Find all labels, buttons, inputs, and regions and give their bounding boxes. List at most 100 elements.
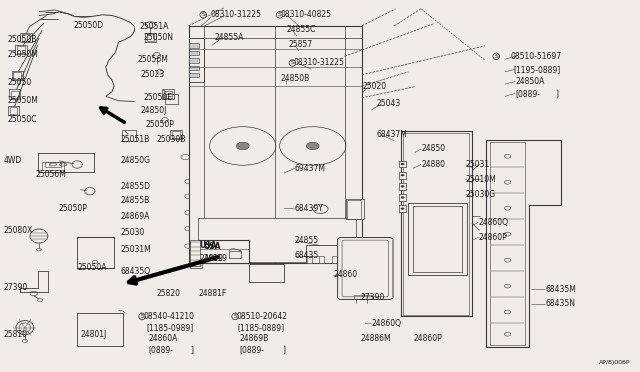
Bar xyxy=(189,58,200,62)
Text: 25051A: 25051A xyxy=(140,22,169,31)
Bar xyxy=(9,89,20,99)
Text: 27390: 27390 xyxy=(360,293,385,302)
Bar xyxy=(249,264,284,282)
Text: [0889-: [0889- xyxy=(239,345,264,354)
Text: 25050: 25050 xyxy=(7,78,31,87)
Bar xyxy=(228,251,241,258)
Polygon shape xyxy=(486,140,561,347)
Bar xyxy=(189,26,362,263)
Bar xyxy=(145,33,156,42)
Text: 68435N: 68435N xyxy=(545,299,575,308)
Bar xyxy=(399,183,406,190)
Text: 25050B: 25050B xyxy=(7,35,36,44)
Bar xyxy=(45,162,61,167)
Text: 24855: 24855 xyxy=(295,236,319,246)
Text: 24850J: 24850J xyxy=(141,106,167,115)
Text: 68439Y: 68439Y xyxy=(295,205,324,214)
Text: 24869A: 24869A xyxy=(120,212,150,221)
Text: 25050C: 25050C xyxy=(7,115,36,124)
Text: 25031: 25031 xyxy=(466,160,490,169)
Text: 24850G: 24850G xyxy=(120,155,150,164)
Text: 25030: 25030 xyxy=(120,228,145,237)
Bar xyxy=(189,38,205,82)
Bar xyxy=(332,256,337,263)
Text: 24869B: 24869B xyxy=(239,334,269,343)
Text: S: S xyxy=(233,314,237,319)
Text: 24819: 24819 xyxy=(200,254,223,263)
Text: 68435Q: 68435Q xyxy=(120,267,150,276)
Bar xyxy=(163,89,174,99)
Text: 24860P: 24860P xyxy=(413,334,442,343)
FancyBboxPatch shape xyxy=(342,240,388,297)
Text: 24881F: 24881F xyxy=(198,289,227,298)
Bar xyxy=(307,245,362,263)
Bar xyxy=(347,200,361,219)
Bar xyxy=(11,90,19,97)
Text: 24801J: 24801J xyxy=(80,330,106,339)
Text: AP/8)006P: AP/8)006P xyxy=(599,360,631,365)
Text: 25020: 25020 xyxy=(362,82,387,91)
Bar xyxy=(147,34,154,41)
Bar xyxy=(403,133,469,315)
Bar xyxy=(10,107,17,114)
Text: 24850A: 24850A xyxy=(515,77,545,86)
Text: S: S xyxy=(140,314,144,319)
Text: 25043: 25043 xyxy=(376,99,401,108)
Bar xyxy=(189,51,200,55)
Text: 68435M: 68435M xyxy=(545,285,576,294)
Text: 24860A: 24860A xyxy=(148,334,178,343)
Text: [1195-0889]: [1195-0889] xyxy=(513,65,561,74)
Text: 25050D: 25050D xyxy=(74,21,104,30)
Text: 24860Q: 24860Q xyxy=(371,320,401,328)
Bar xyxy=(12,71,23,80)
Bar xyxy=(191,240,200,266)
Text: 25010M: 25010M xyxy=(466,175,497,184)
Bar xyxy=(408,203,467,275)
Text: 25820: 25820 xyxy=(157,289,180,298)
Text: 25023: 25023 xyxy=(141,70,165,79)
Text: 25050E: 25050E xyxy=(144,93,173,102)
Bar xyxy=(356,256,361,263)
Text: 24855D: 24855D xyxy=(120,182,150,190)
Text: 25031M: 25031M xyxy=(120,244,151,253)
Bar xyxy=(191,241,202,267)
Text: S: S xyxy=(494,54,498,59)
Text: 24855C: 24855C xyxy=(286,25,316,34)
Circle shape xyxy=(236,142,249,150)
Text: [1185-0889]: [1185-0889] xyxy=(237,323,285,332)
Bar xyxy=(165,94,178,105)
Text: 08510-51697: 08510-51697 xyxy=(510,52,561,61)
Bar xyxy=(164,90,172,97)
Circle shape xyxy=(401,174,404,176)
Text: 69437M: 69437M xyxy=(295,164,326,173)
Text: 25030B: 25030B xyxy=(157,135,186,144)
Text: 08310-31225: 08310-31225 xyxy=(294,58,344,67)
Bar xyxy=(17,46,25,53)
Bar xyxy=(189,43,200,48)
Text: 24855A: 24855A xyxy=(214,33,243,42)
Bar xyxy=(346,199,364,219)
Bar xyxy=(399,205,406,212)
Text: 25050M: 25050M xyxy=(7,50,38,59)
Text: 25051B: 25051B xyxy=(120,135,150,144)
Text: ]: ] xyxy=(191,345,193,354)
Text: 08310-31225: 08310-31225 xyxy=(211,10,262,19)
Circle shape xyxy=(401,163,404,165)
Circle shape xyxy=(401,208,404,210)
Bar xyxy=(22,34,30,41)
Bar xyxy=(8,106,19,115)
Bar xyxy=(307,256,312,263)
Text: 08310-40825: 08310-40825 xyxy=(281,10,332,19)
Bar xyxy=(77,314,123,346)
Bar xyxy=(344,256,349,263)
Text: [0889-: [0889- xyxy=(515,89,540,98)
FancyBboxPatch shape xyxy=(337,237,393,299)
Text: 25050A: 25050A xyxy=(77,263,107,272)
Bar xyxy=(399,194,406,201)
Text: 24855B: 24855B xyxy=(120,196,150,205)
Text: 24850B: 24850B xyxy=(281,74,310,83)
Bar xyxy=(319,256,324,263)
Text: 25810: 25810 xyxy=(4,330,28,339)
Bar xyxy=(399,172,406,179)
Bar xyxy=(38,153,93,172)
